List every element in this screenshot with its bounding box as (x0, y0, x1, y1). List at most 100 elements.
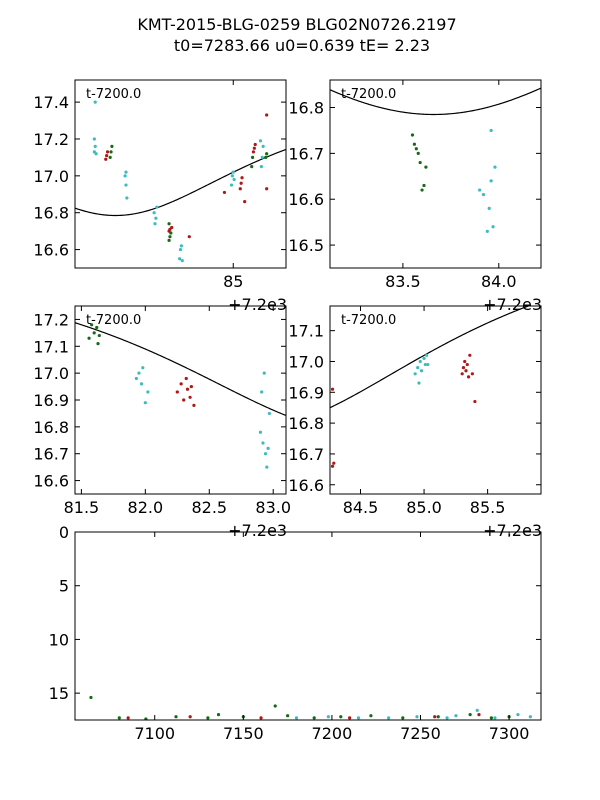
data-point-red (175, 390, 179, 394)
data-point-green (468, 713, 472, 717)
y-tick-label: 16.5 (288, 236, 324, 255)
x-tick-label: 82.0 (128, 498, 164, 517)
axes-frame (74, 531, 542, 721)
data-point-cyan (265, 465, 269, 469)
data-point-green (436, 715, 440, 719)
data-point-cyan (154, 216, 158, 220)
data-point-red (179, 382, 183, 386)
data-point-green (117, 716, 121, 720)
x-offset-label: +7.2e3 (228, 295, 287, 314)
data-point-green (87, 336, 91, 340)
x-offset-label: +7.2e3 (483, 521, 542, 540)
x-tick-label: 82.5 (191, 498, 227, 517)
y-tick-label: 16.7 (33, 445, 69, 464)
data-point-green (206, 716, 210, 720)
y-tick-label: 16.8 (33, 204, 69, 223)
data-point-red (240, 176, 244, 180)
data-point-cyan (413, 372, 417, 376)
x-tick-label: 7300 (489, 724, 530, 743)
data-point-cyan (415, 715, 419, 719)
data-point-cyan (454, 714, 458, 718)
data-point-red (105, 150, 110, 154)
data-point-cyan (419, 369, 424, 373)
data-point-cyan (261, 144, 265, 148)
data-point-cyan (152, 211, 156, 215)
data-point-cyan (139, 382, 144, 386)
x-tick-label: 85.5 (470, 498, 506, 517)
data-point-cyan (481, 193, 486, 197)
data-point-cyan (493, 716, 497, 720)
model-curve (75, 148, 286, 217)
data-point-red (104, 157, 108, 161)
data-point-green (167, 222, 171, 226)
y-tick-label: 17.4 (33, 93, 69, 112)
data-point-green (489, 716, 493, 720)
data-point-cyan (416, 366, 420, 370)
y-tick-label: 16.6 (33, 472, 69, 491)
data-point-green (312, 716, 316, 720)
axes-frame (329, 305, 542, 495)
data-point-red (460, 372, 464, 376)
data-point-green (339, 715, 343, 719)
data-point-cyan (230, 174, 234, 178)
data-point-red (259, 716, 263, 720)
data-point-cyan (422, 356, 426, 360)
data-point-red (187, 235, 191, 239)
data-point-red (473, 399, 477, 404)
data-point-cyan (478, 188, 482, 192)
y-tick-label: 17.0 (33, 167, 69, 186)
data-point-green (96, 342, 100, 346)
data-point-green (414, 147, 418, 151)
data-point-cyan (155, 205, 159, 209)
data-point-cyan (294, 716, 299, 720)
data-point-red (182, 398, 186, 402)
model-curve (330, 87, 541, 116)
data-point-red (126, 716, 130, 720)
data-point-cyan (356, 716, 361, 720)
data-point-cyan (124, 183, 128, 187)
data-point-green (420, 188, 424, 192)
data-point-green (286, 714, 290, 718)
data-point-red (477, 713, 481, 717)
data-point-cyan (259, 165, 263, 169)
y-tick-label: 10 (49, 630, 69, 649)
y-tick-label: 16.6 (288, 476, 324, 495)
data-point-cyan (263, 452, 268, 456)
data-point-cyan (258, 430, 263, 434)
data-point-cyan (261, 441, 265, 445)
data-point-red (465, 362, 469, 367)
data-point-cyan (178, 257, 182, 261)
data-point-red (470, 372, 474, 376)
data-point-red (222, 190, 227, 195)
data-point-cyan (137, 371, 141, 375)
data-point-red (189, 384, 193, 389)
panel-bottom: 7100 7150 7200 7250 7300 0 5 10 15 (49, 523, 542, 743)
data-point-green (250, 155, 255, 160)
data-point-green (401, 716, 405, 720)
data-point-cyan (124, 170, 128, 174)
y-tick-label: 16.8 (288, 414, 324, 433)
data-point-cyan (232, 177, 236, 182)
y-tick-label: 16.7 (288, 445, 324, 464)
model-curve (330, 306, 530, 409)
data-point-cyan (528, 715, 532, 719)
x-tick-label: 83.5 (385, 272, 421, 291)
data-point-cyan (94, 152, 98, 156)
figure-title-line1: KMT-2015-BLG-0259 BLG02N0726.2197 (137, 15, 456, 34)
data-point-cyan (93, 100, 97, 104)
data-point-red (464, 369, 468, 373)
x-offset-label: +7.2e3 (483, 295, 542, 314)
data-point-red (332, 461, 336, 465)
data-point-cyan (489, 128, 493, 133)
data-point-cyan (260, 390, 264, 394)
data-point-cyan (93, 144, 97, 148)
panel-annotation: t-7200.0 (341, 313, 396, 328)
data-point-green (109, 150, 113, 154)
data-point-cyan (262, 371, 266, 375)
data-point-cyan (92, 137, 96, 141)
data-point-cyan (326, 715, 330, 719)
data-point-cyan (387, 716, 391, 720)
data-point-red (192, 403, 196, 407)
data-point-green (418, 160, 422, 165)
panel-top-right: 83.5 84.0 16.5 16.6 16.7 16.8 t-7200.0 +7.2e3 (288, 79, 542, 314)
